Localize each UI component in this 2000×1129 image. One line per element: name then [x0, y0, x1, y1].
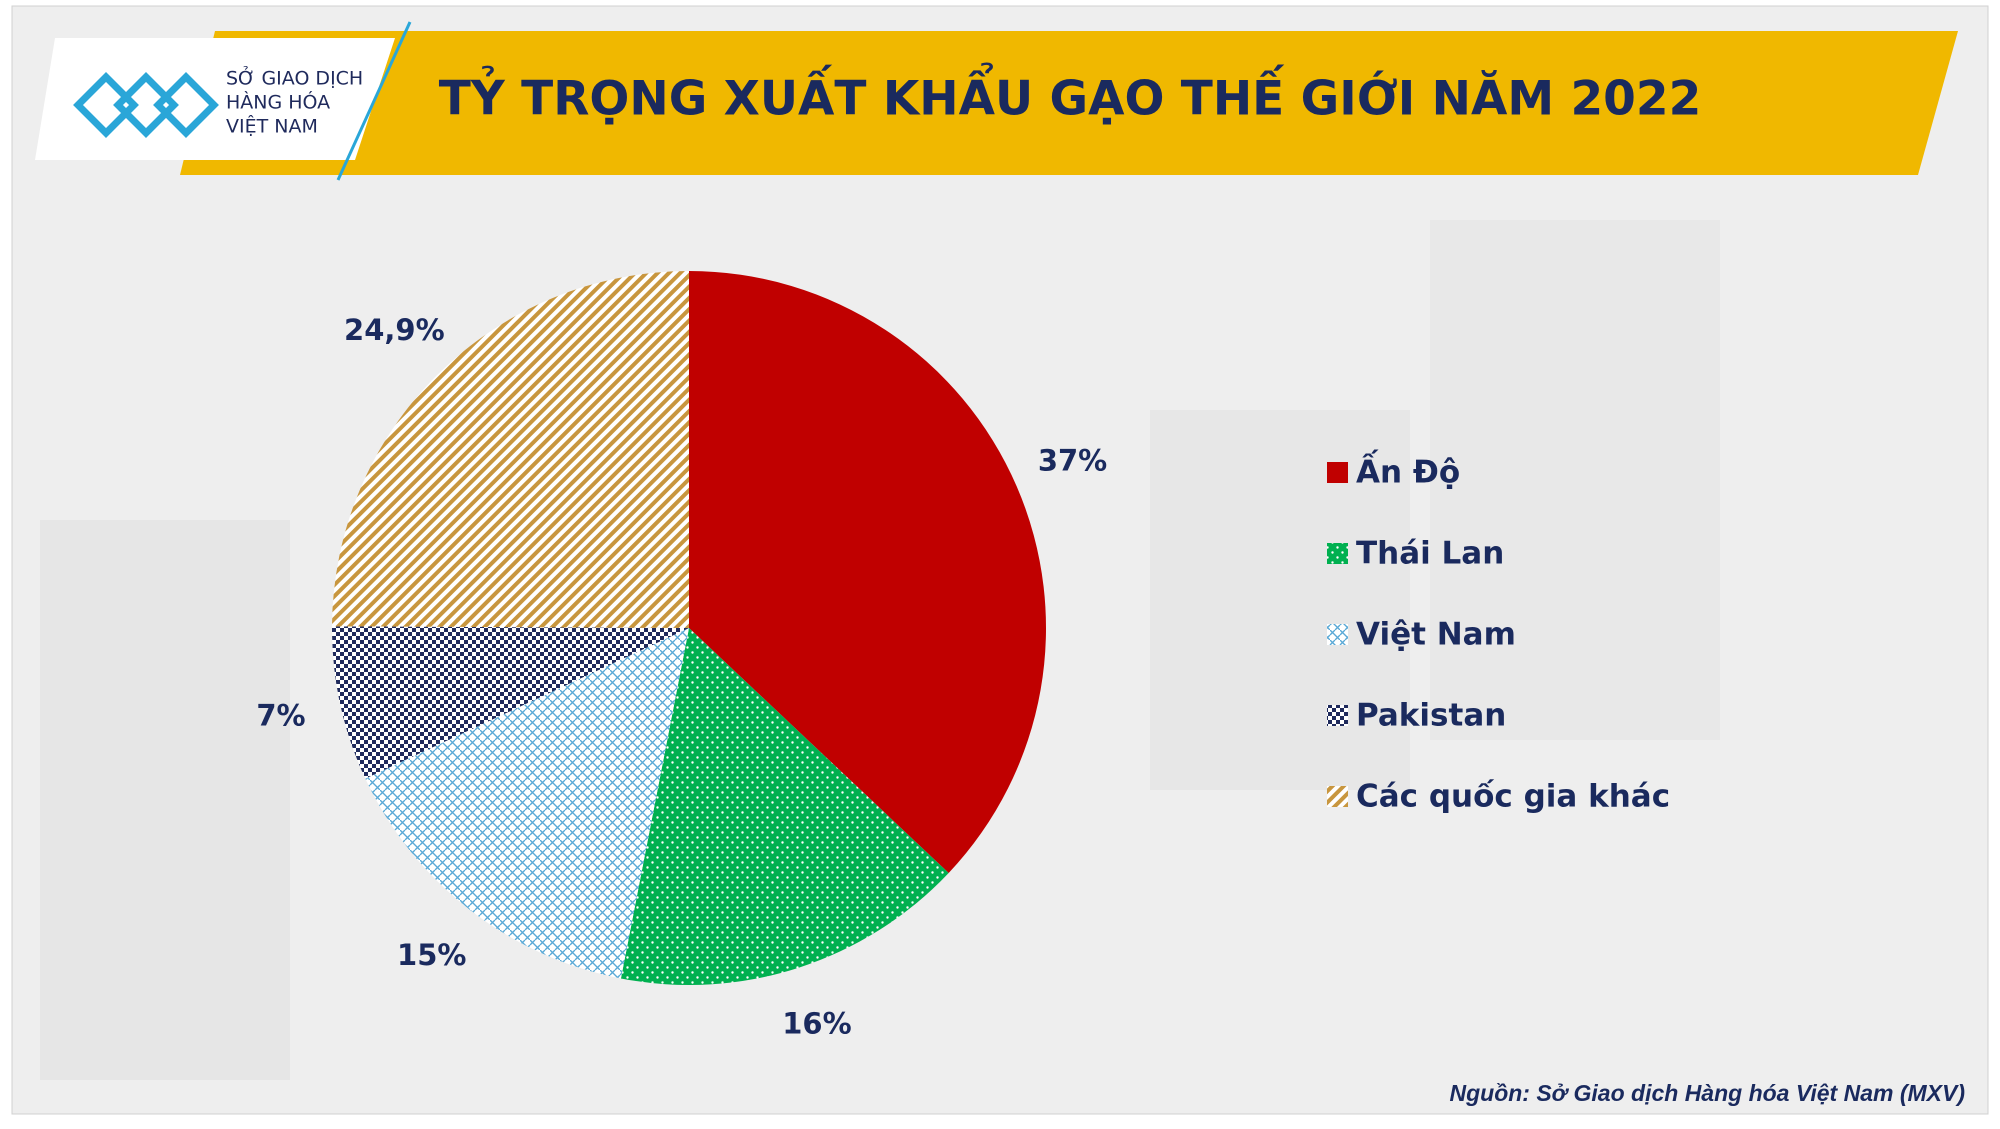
- bg-shape: [1430, 220, 1720, 740]
- pie-slice: [689, 271, 1046, 873]
- legend-label: Thái Lan: [1356, 536, 1504, 572]
- pie-slice: [365, 628, 689, 979]
- data-label: 15%: [397, 938, 466, 972]
- logo-box: [35, 38, 395, 160]
- legend-label: Các quốc gia khác: [1356, 779, 1670, 815]
- logo-text: SỞ GIAO DỊCH: [226, 65, 363, 90]
- pie-slice: [332, 271, 689, 628]
- legend-swatch: [1327, 624, 1348, 645]
- source: Nguồn: Sở Giao dịch Hàng hóa Việt Nam (M…: [1449, 1080, 1965, 1106]
- legend-swatch: [1327, 462, 1348, 483]
- legend-swatch: [1327, 786, 1348, 807]
- logo-stripe: [336, 21, 412, 181]
- chart-title: TỶ TRỌNG XUẤT KHẨU GẠO THẾ GIỚI NĂM 2022: [439, 64, 1702, 127]
- title-band: [180, 31, 1958, 175]
- data-label: 24,9%: [344, 313, 445, 347]
- pie-slice: [332, 626, 689, 779]
- logo-text: HÀNG HÓA: [226, 90, 330, 114]
- legend-label: Ấn Độ: [1356, 451, 1460, 491]
- pie-slice: [620, 628, 949, 985]
- data-label: 37%: [1038, 444, 1107, 478]
- legend-label: Việt Nam: [1356, 617, 1516, 653]
- logo-mark: [73, 72, 219, 138]
- legend-swatch: [1327, 705, 1348, 726]
- data-label: 7%: [256, 698, 305, 732]
- legend-label: Pakistan: [1356, 698, 1506, 734]
- bg-shape: [40, 520, 290, 1080]
- legend-swatch: [1327, 543, 1348, 564]
- bg-shape: [1150, 410, 1410, 790]
- logo-text: VIỆT NAM: [226, 115, 318, 138]
- data-label: 16%: [782, 1007, 851, 1041]
